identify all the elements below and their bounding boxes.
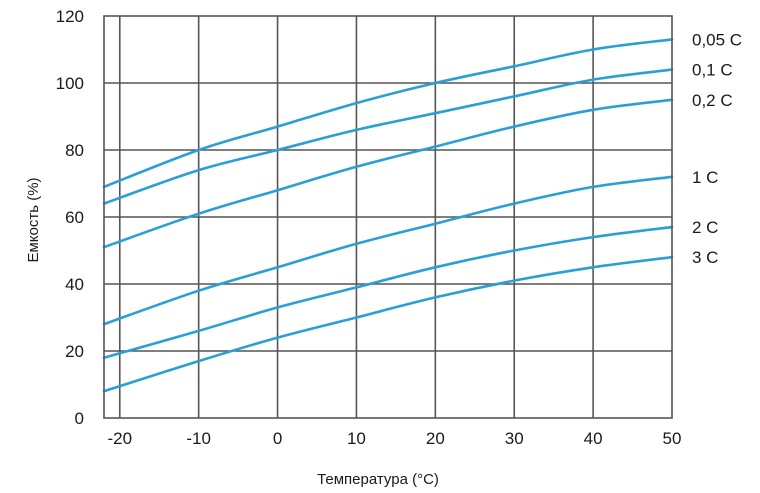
plot-border — [103, 15, 673, 419]
series-label-5: 3 C — [692, 248, 718, 267]
series-line-4 — [102, 225, 674, 359]
y-tick-label-3: 60 — [65, 208, 84, 227]
x-tick-label-0: -20 — [107, 429, 132, 448]
y-tick-labels: 0 20 40 60 80 100 120 — [56, 7, 84, 428]
y-tick-label-5: 100 — [56, 74, 84, 93]
x-tick-label-3: 10 — [347, 429, 366, 448]
series-line-5 — [102, 255, 674, 393]
y-axis-title: Емкость (%) — [25, 177, 42, 262]
series-label-4: 2 C — [692, 218, 718, 237]
y-tick-label-2: 40 — [65, 275, 84, 294]
x-tick-label-4: 20 — [426, 429, 445, 448]
x-tick-label-5: 30 — [505, 429, 524, 448]
series-lines — [102, 38, 674, 393]
x-tick-label-1: -10 — [186, 429, 211, 448]
series-line-1 — [102, 68, 674, 205]
x-tick-label-6: 40 — [584, 429, 603, 448]
series-line-3 — [102, 175, 674, 326]
series-label-0: 0,05 C — [692, 30, 742, 49]
series-line-0 — [102, 38, 674, 189]
series-label-2: 0,2 C — [692, 91, 733, 110]
x-axis-title: Температура (°C) — [317, 471, 439, 488]
series-labels: 0,05 C 0,1 C 0,2 C 1 C 2 C 3 C — [692, 30, 742, 267]
y-tick-label-6: 120 — [56, 7, 84, 26]
series-label-3: 1 C — [692, 168, 718, 187]
x-tick-labels: -20 -10 0 10 20 30 40 50 — [107, 429, 681, 448]
x-tick-label-7: 50 — [663, 429, 682, 448]
x-tick-label-2: 0 — [273, 429, 282, 448]
y-tick-label-0: 0 — [75, 409, 84, 428]
y-tick-label-1: 20 — [65, 342, 84, 361]
y-tick-label-4: 80 — [65, 141, 84, 160]
plot-frame — [103, 15, 673, 419]
series-label-1: 0,1 C — [692, 61, 733, 80]
series-line-2 — [102, 98, 674, 249]
